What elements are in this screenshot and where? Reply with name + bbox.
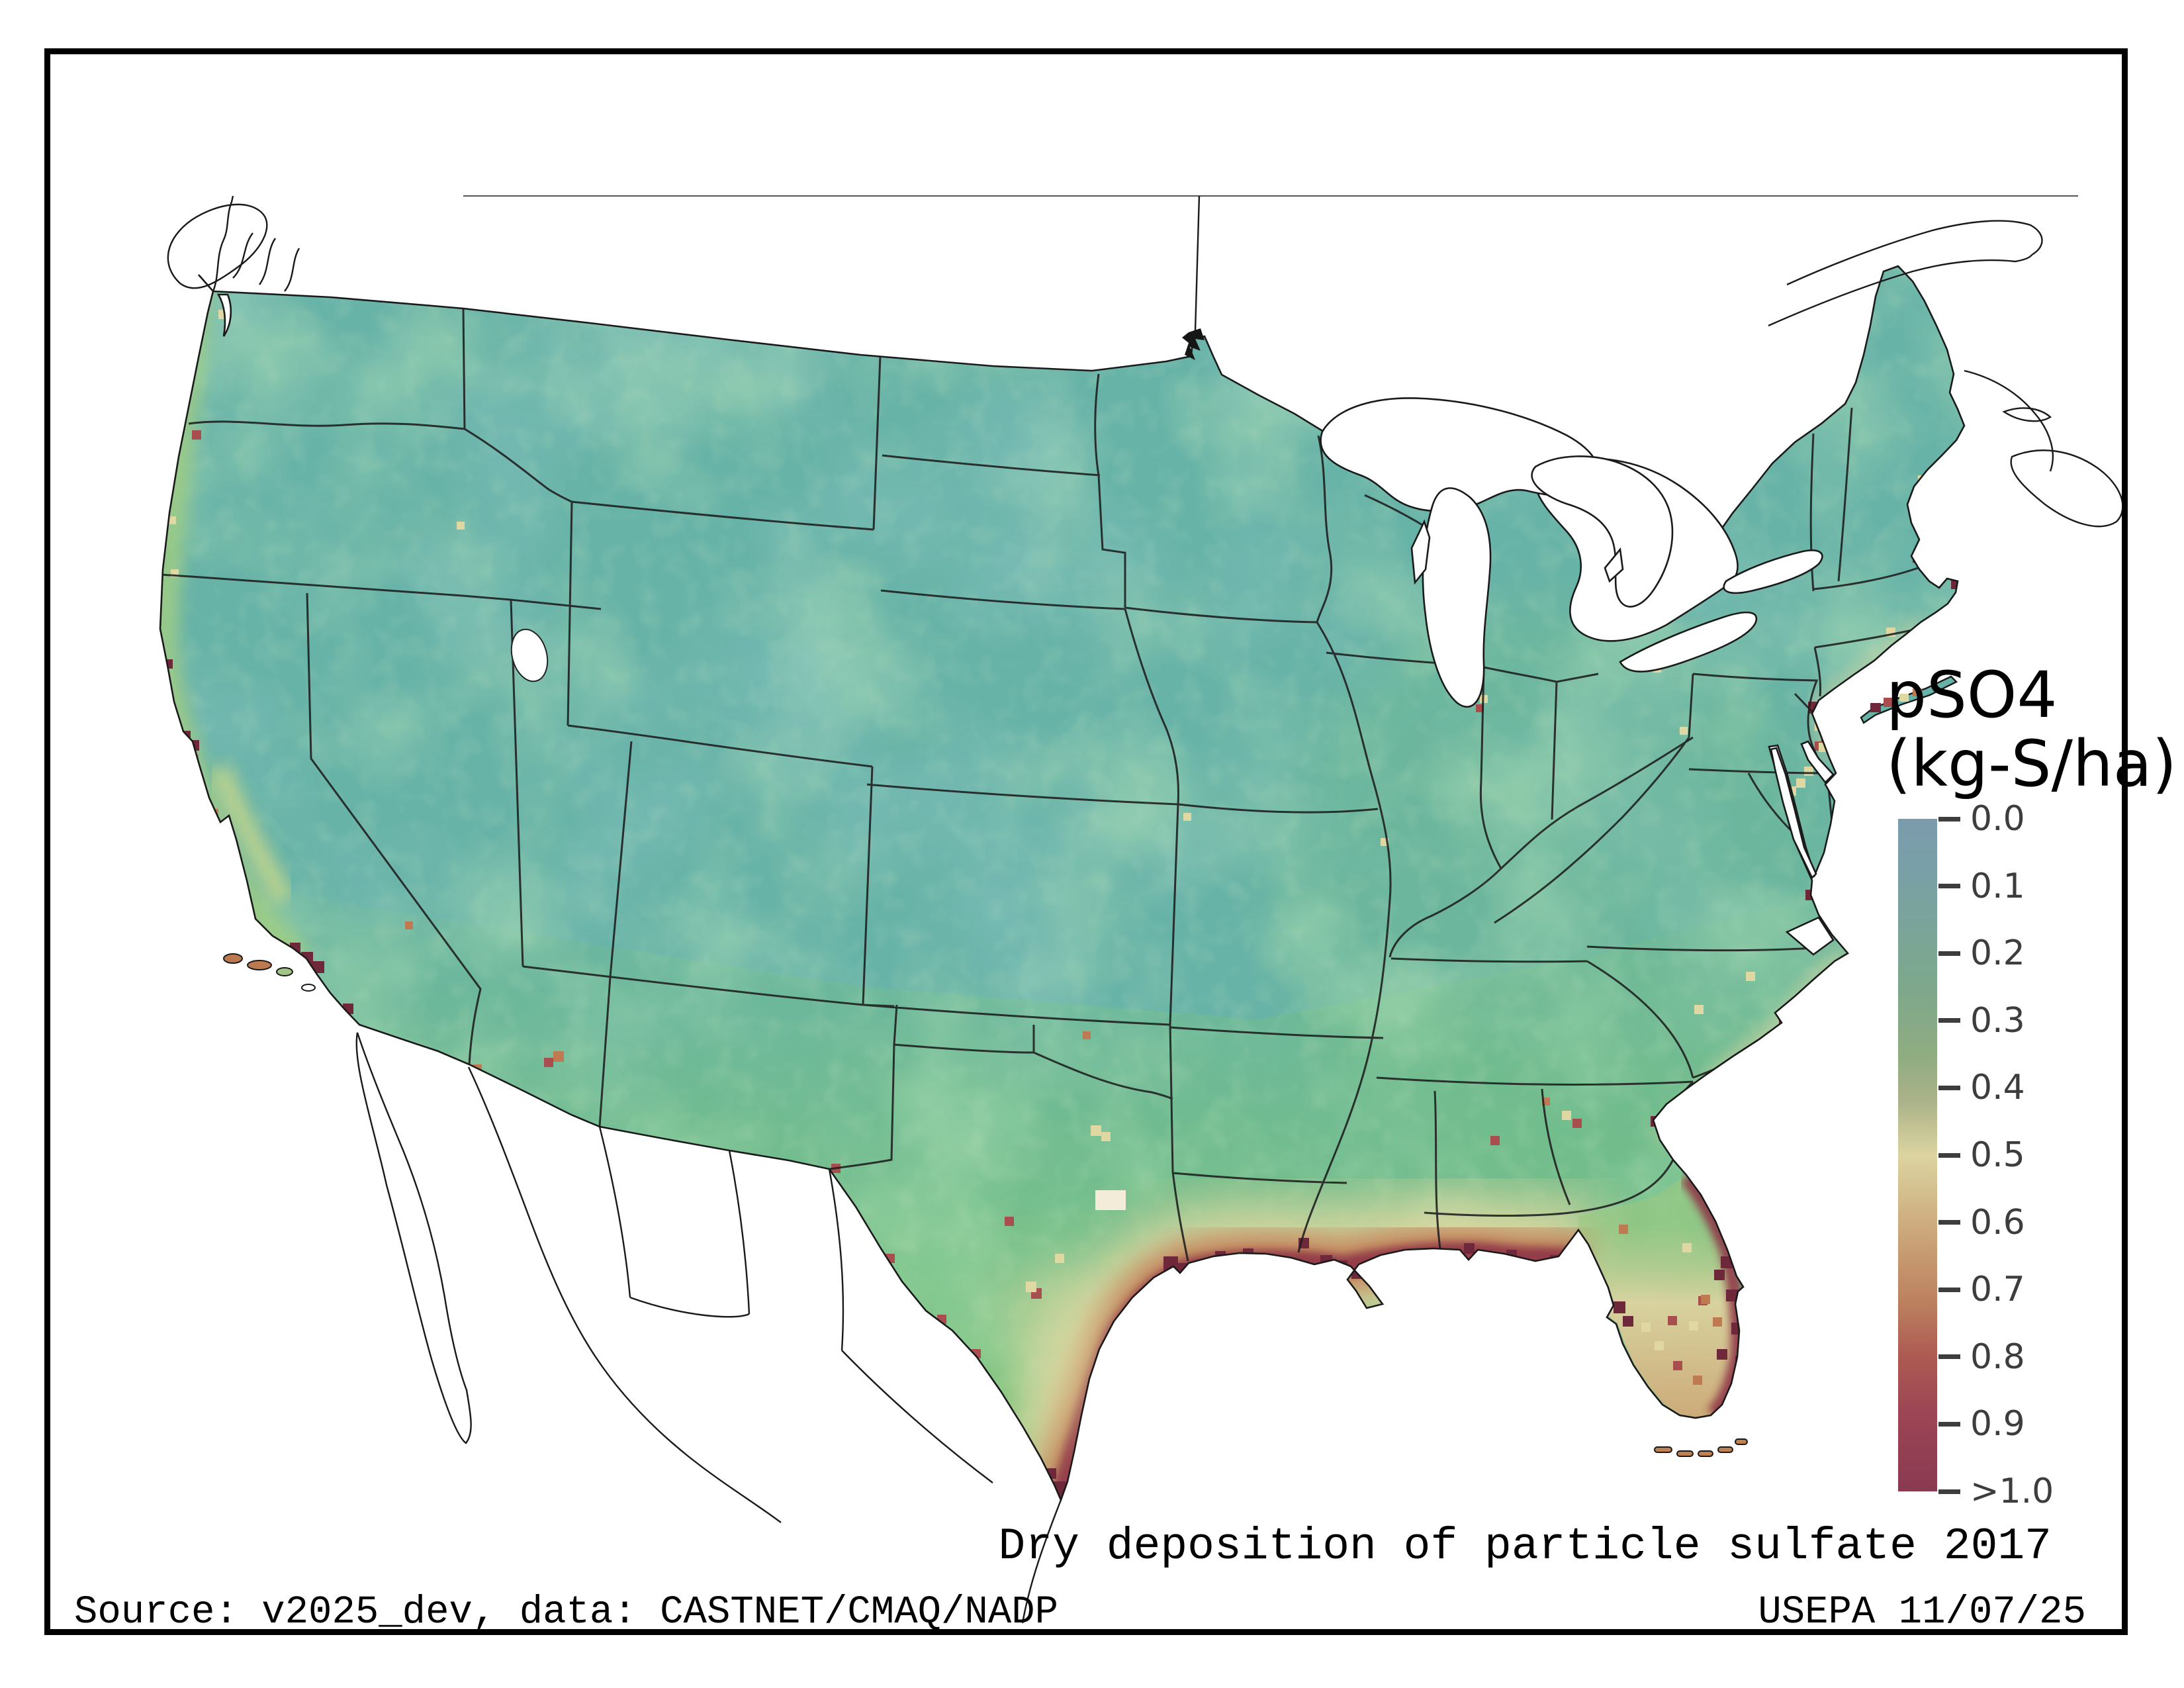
- legend-tick-label: 0.4: [1970, 1068, 2025, 1108]
- agency-date-text: USEPA 11/07/25: [1758, 1590, 2086, 1634]
- channel-islands: [223, 953, 316, 992]
- map-title: Dry deposition of particle sulfate 2017: [998, 1521, 2052, 1572]
- mexico-gulf-coast: [1021, 1499, 1062, 1624]
- st-lawrence-south-shore: [1768, 254, 2032, 327]
- lake-huron: [1531, 455, 1674, 608]
- lake-erie: [1619, 611, 1758, 673]
- source-text: Source: v2025_dev, data: CASTNET/CMAQ/NA…: [74, 1590, 1059, 1634]
- legend-title: pSO4: [1886, 658, 2058, 732]
- legend-tick-line: [1938, 1354, 1960, 1360]
- lake-ontario: [1723, 549, 1823, 594]
- prince-edward-island: [2002, 407, 2052, 422]
- legend-tick-line: [1938, 1421, 1960, 1427]
- plot-frame: [44, 48, 2128, 1635]
- long-island: [1860, 675, 1958, 724]
- baja-california: [355, 1032, 472, 1444]
- legend-tick-line: [1938, 1220, 1960, 1225]
- mexico-outlines: [355, 1032, 1062, 1624]
- nova-scotia: [2010, 449, 2124, 528]
- lake-michigan: [1422, 487, 1492, 708]
- florida-keys: [1654, 1438, 1748, 1457]
- legend-tick-label: 0.8: [1970, 1336, 2025, 1377]
- legend-tick-label: 0.2: [1970, 933, 2025, 974]
- legend-tick-line: [1938, 884, 1960, 889]
- great-salt-lake: [510, 628, 549, 682]
- legend-tick-label: 0.9: [1970, 1404, 2025, 1444]
- new-brunswick-coast: [1964, 369, 2054, 472]
- legend-tick-label: 0.5: [1970, 1135, 2025, 1175]
- legend-tick-label: 0.3: [1970, 1000, 2025, 1041]
- canada-outlines: [167, 195, 2124, 528]
- legend-ticks: 0.0 0.1 0.2 0.3 0.4 0.5 0.6 0.7 0.8 0.9 >1.0: [1938, 799, 2097, 1511]
- legend-tick-label: >1.0: [1970, 1472, 2054, 1511]
- legend-units: (kg-S/ha): [1886, 727, 2177, 801]
- legend-colorbar: [1898, 819, 1937, 1491]
- vancouver-island: [167, 203, 268, 289]
- state-borders: [160, 308, 1919, 1262]
- pamlico-sound: [1785, 916, 1835, 956]
- legend-tick-line: [1938, 816, 1960, 821]
- legend-tick-label: 0.6: [1970, 1202, 2025, 1243]
- legend-tick-line: [1938, 1489, 1960, 1494]
- legend-tick-line: [1938, 1085, 1960, 1090]
- lake-of-the-woods: [1182, 328, 1205, 360]
- delaware-bay: [1800, 740, 1835, 784]
- conus-outline: [159, 265, 1966, 1503]
- green-bay: [1410, 519, 1431, 585]
- chesapeake-bay: [1770, 747, 1817, 880]
- legend-tick-line: [1938, 1018, 1960, 1023]
- sonora-coast: [467, 1066, 782, 1523]
- legend-tick-label: 0.0: [1970, 799, 2025, 839]
- puget-sound: [216, 293, 232, 337]
- legend-tick-line: [1938, 1287, 1960, 1292]
- st-lawrence-north-shore: [1786, 220, 2043, 286]
- legend-tick-label: 0.7: [1970, 1270, 2025, 1310]
- saginaw-bay: [1604, 547, 1624, 583]
- legend-tick-label: 0.1: [1970, 866, 2025, 906]
- legend-tick-line: [1938, 1152, 1960, 1158]
- legend-tick-line: [1938, 951, 1960, 956]
